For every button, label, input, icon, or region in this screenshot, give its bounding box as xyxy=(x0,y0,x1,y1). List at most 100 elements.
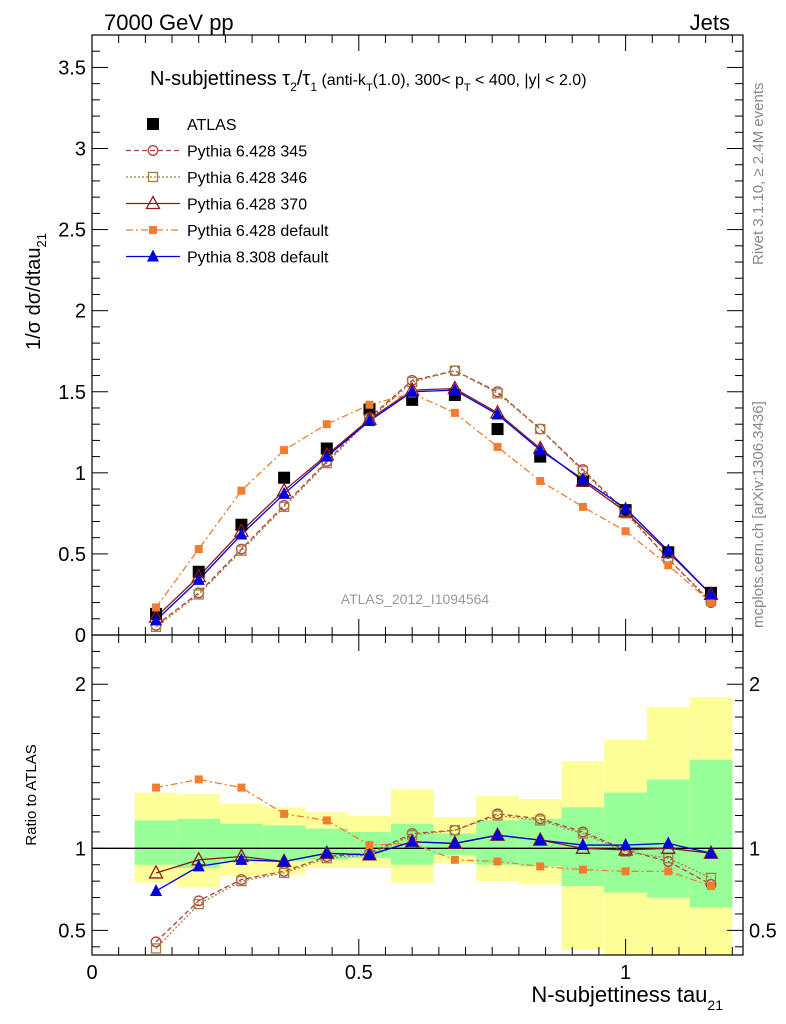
legend-marker xyxy=(147,118,159,130)
ratio-data-point xyxy=(448,836,461,849)
ratio-data-point xyxy=(237,783,246,792)
main-data-point xyxy=(365,400,374,409)
ratio-data-point xyxy=(320,846,333,859)
y-tick-label: 2 xyxy=(75,301,86,323)
main-data-point xyxy=(578,502,587,511)
ratio-series-markers xyxy=(148,775,719,954)
main-data-point xyxy=(449,365,461,377)
main-data-point xyxy=(664,561,673,570)
main-data-point xyxy=(491,423,504,436)
main-data-point xyxy=(534,423,546,435)
main-series-line xyxy=(155,369,712,626)
main-series-line xyxy=(155,369,712,628)
ratio-y-tick-label-right: 2 xyxy=(749,674,760,696)
rivet-label: Rivet 3.1.10, ≥ 2.4M events xyxy=(750,83,767,266)
analysis-watermark: ATLAS_2012_I1094564 xyxy=(341,591,490,607)
y-tick-label: 3.5 xyxy=(58,57,86,79)
main-data-point xyxy=(491,407,504,420)
y-tick-label: 1.5 xyxy=(58,382,86,404)
main-data-point xyxy=(706,598,715,607)
main-data-point xyxy=(450,408,459,417)
main-data-point xyxy=(493,442,502,451)
ratio-data-point xyxy=(493,857,502,866)
legend-entry-label: Pythia 6.428 346 xyxy=(187,170,307,187)
y-tick-label: 0.5 xyxy=(58,544,86,566)
ratio-data-point xyxy=(576,838,589,851)
ratio-data-point xyxy=(236,876,247,887)
ratio-data-point xyxy=(449,825,461,836)
main-data-point xyxy=(236,545,247,556)
ratio-data-point xyxy=(150,936,162,948)
header-right: Jets xyxy=(690,10,730,35)
ratio-data-point xyxy=(150,943,162,954)
ratio-series-line xyxy=(155,834,712,892)
ratio-data-point xyxy=(192,859,205,872)
ratio-data-point xyxy=(278,854,291,867)
ratio-data-point xyxy=(706,882,715,891)
x-axis-label: N-subjettiness tau21 xyxy=(531,982,723,1013)
main-data-point xyxy=(534,443,547,456)
ratio-data-point xyxy=(578,865,587,874)
main-data-point xyxy=(278,486,291,499)
legend-marker xyxy=(147,171,159,183)
x-tick-label: 1 xyxy=(620,962,631,984)
ratio-data-point xyxy=(365,841,374,850)
ratio-y-tick-label-right: 1 xyxy=(749,838,760,860)
ratio-data-point xyxy=(152,783,161,792)
y-tick-label: 1 xyxy=(75,463,86,485)
ratio-axes: 0.5 0.51 12 20 0.5 1 xyxy=(58,634,777,984)
ratio-data-point xyxy=(534,833,547,846)
legend-entry-label: Pythia 6.428 370 xyxy=(187,197,307,214)
main-data-point xyxy=(704,587,717,600)
main-data-point xyxy=(406,384,419,397)
main-data-point xyxy=(235,527,248,540)
ratio-data-point xyxy=(621,867,630,876)
main-y-axis-label: 1/σ dσ/dtau21 xyxy=(23,233,49,350)
ratio-data-point xyxy=(662,836,675,849)
ratio-data-point xyxy=(194,775,203,784)
legend-marker xyxy=(147,145,159,156)
ratio-data-point xyxy=(492,810,503,821)
main-data-point xyxy=(619,501,632,514)
main-series-line xyxy=(155,392,712,608)
main-title: N-subjettiness τ2/τ1 (anti-kT(1.0), 300<… xyxy=(150,68,587,94)
ratio-data-point xyxy=(280,809,289,818)
main-data-point xyxy=(150,613,163,626)
ratio-data-point xyxy=(193,898,204,910)
ratio-data-point xyxy=(406,834,419,847)
main-data-point xyxy=(278,501,290,513)
main-series-markers xyxy=(148,365,719,633)
legend-marker xyxy=(147,249,159,262)
mcplots-label: mcplots.cern.ch [arXiv:1306.3436] xyxy=(750,401,767,628)
main-data-point xyxy=(662,543,675,556)
main-data-point xyxy=(448,383,461,396)
legend-marker xyxy=(145,195,161,210)
ratio-y-tick-label: 2 xyxy=(75,674,86,696)
main-series-lines xyxy=(155,369,712,628)
ratio-y-tick-label: 0.5 xyxy=(58,920,86,942)
main-data-point xyxy=(192,572,205,585)
ratio-series-line xyxy=(155,813,712,943)
ratio-data-point xyxy=(491,828,504,841)
ratio-data-point xyxy=(235,852,248,865)
ratio-y-tick-label: 1 xyxy=(75,838,86,860)
main-data-point xyxy=(576,472,589,485)
main-data-point xyxy=(193,589,204,600)
ratio-uncertainty-bands xyxy=(92,697,743,955)
header-left: 7000 GeV pp xyxy=(104,10,234,35)
main-data-point xyxy=(280,446,289,455)
main-data-point xyxy=(535,423,546,435)
main-data-point xyxy=(536,476,545,485)
main-series-line xyxy=(155,387,712,618)
legend-entry-label: Pythia 6.428 345 xyxy=(187,144,307,161)
y-tick-label: 3 xyxy=(75,139,86,161)
ratio-data-point xyxy=(322,816,331,825)
main-data-point xyxy=(237,486,246,495)
main-data-point xyxy=(621,527,630,536)
ratio-data-point xyxy=(148,864,164,879)
x-tick-label: 0 xyxy=(86,962,97,984)
legend: ATLAS Pythia 6.428 345 Pythia 6.428 346 Pyt… xyxy=(126,117,329,267)
ratio-data-point xyxy=(664,867,673,876)
x-tick-label: 0.5 xyxy=(345,962,373,984)
